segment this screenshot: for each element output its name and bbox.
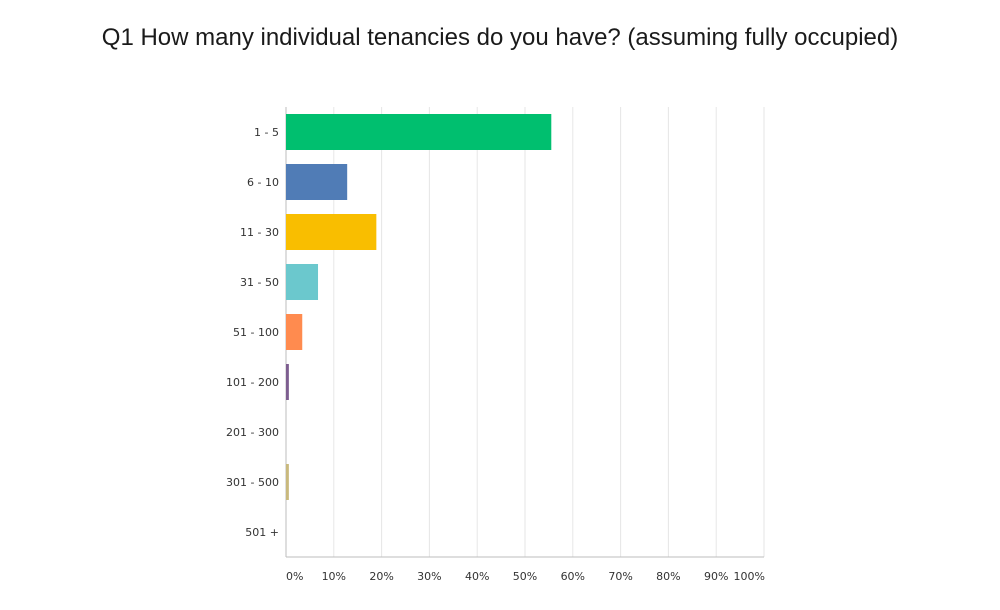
category-label: 6 - 10 xyxy=(247,176,279,189)
x-tick-label: 40% xyxy=(465,570,489,583)
x-tick-label: 50% xyxy=(513,570,537,583)
bar-8 xyxy=(286,464,289,500)
bar-6 xyxy=(286,364,289,400)
x-tick-label: 80% xyxy=(656,570,680,583)
category-label: 501 + xyxy=(245,526,279,539)
category-label: 201 - 300 xyxy=(226,426,279,439)
category-label: 1 - 5 xyxy=(254,126,279,139)
category-label: 11 - 30 xyxy=(240,226,279,239)
bar-3 xyxy=(286,214,377,250)
x-tick-label: 30% xyxy=(417,570,441,583)
chart-title: Q1 How many individual tenancies do you … xyxy=(101,24,899,51)
bar-5 xyxy=(286,314,303,350)
category-label: 31 - 50 xyxy=(240,276,279,289)
bar-4 xyxy=(286,264,319,300)
x-tick-label: 60% xyxy=(561,570,585,583)
bar-2 xyxy=(286,164,348,200)
x-tick-label: 0% xyxy=(286,570,303,583)
x-tick-label: 100% xyxy=(734,570,765,583)
x-tick-label: 10% xyxy=(322,570,346,583)
category-label: 101 - 200 xyxy=(226,376,279,389)
bar-1 xyxy=(286,114,552,150)
category-label: 301 - 500 xyxy=(226,476,279,489)
x-tick-label: 90% xyxy=(704,570,728,583)
x-tick-label: 20% xyxy=(369,570,393,583)
category-label: 51 - 100 xyxy=(233,326,279,339)
x-tick-label: 70% xyxy=(608,570,632,583)
